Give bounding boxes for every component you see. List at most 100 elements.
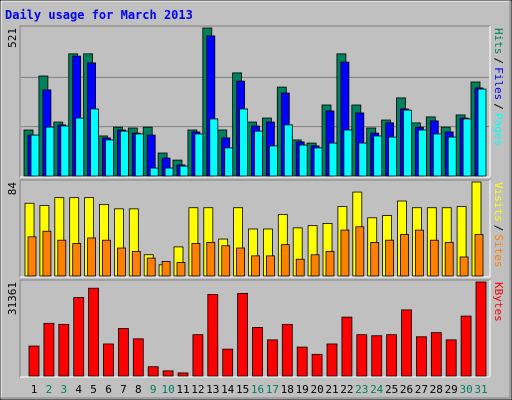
bar	[403, 109, 412, 177]
bar	[283, 124, 293, 177]
x-tick-label: 16	[251, 383, 264, 396]
y-tick-label: 31361	[6, 282, 19, 315]
x-tick-label: 7	[120, 383, 127, 396]
bar	[120, 130, 129, 177]
bar	[400, 234, 409, 277]
x-tick-label: 5	[90, 383, 97, 396]
bar	[313, 147, 323, 177]
bar	[224, 147, 234, 177]
x-tick-label: 31	[474, 383, 487, 396]
x-tick-label: 10	[161, 383, 174, 396]
bar	[132, 338, 144, 377]
x-tick-label: 22	[340, 383, 353, 396]
legend-separator: /	[492, 103, 505, 110]
bar	[371, 335, 383, 377]
bar	[254, 130, 263, 177]
y-tick-label: 521	[6, 28, 19, 48]
x-tick-label: 4	[75, 383, 82, 396]
legend: KBytes	[492, 282, 505, 322]
bar	[430, 332, 442, 377]
bar	[310, 254, 320, 277]
x-tick-label: 25	[385, 383, 398, 396]
bar	[28, 345, 40, 377]
bar	[209, 118, 219, 177]
x-tick-label: 29	[445, 383, 458, 396]
chart-title: Daily usage for March 2013	[5, 8, 193, 22]
legend-entry: Files	[492, 67, 505, 100]
bar	[146, 257, 156, 277]
bar	[43, 322, 55, 377]
bar	[462, 118, 472, 177]
bar	[147, 366, 159, 377]
bar	[445, 339, 457, 377]
x-tick-label: 1	[31, 383, 38, 396]
bar	[432, 133, 442, 177]
bar	[58, 323, 70, 377]
bar	[429, 239, 439, 277]
bar	[87, 237, 96, 277]
bar	[370, 242, 380, 277]
bar	[134, 133, 144, 177]
bar	[251, 255, 260, 277]
x-tick-label: 8	[135, 383, 142, 396]
bar	[191, 243, 201, 277]
bar	[280, 244, 290, 277]
bar	[459, 256, 469, 277]
bar	[373, 135, 383, 177]
x-tick-label: 12	[191, 383, 204, 396]
bar	[161, 261, 171, 277]
bar	[356, 334, 368, 377]
x-tick-label: 18	[281, 383, 294, 396]
bar	[386, 334, 398, 377]
bar	[415, 336, 427, 377]
bar	[328, 142, 338, 177]
legend-entry: KBytes	[492, 282, 505, 322]
bar	[103, 343, 114, 377]
bar	[177, 372, 189, 377]
bar	[118, 328, 129, 377]
bar	[311, 353, 323, 377]
bar	[358, 142, 368, 177]
bar	[385, 239, 395, 277]
bar	[417, 129, 427, 177]
bar	[221, 245, 231, 277]
bar	[164, 167, 174, 177]
bar	[176, 262, 186, 277]
bar	[281, 323, 293, 377]
bar	[206, 242, 216, 277]
x-tick-label: 11	[176, 383, 189, 396]
x-tick-label: 19	[296, 383, 309, 396]
bar	[326, 343, 338, 377]
x-tick-label: 15	[236, 383, 249, 396]
bar	[252, 327, 263, 377]
bar	[474, 234, 484, 277]
x-tick-label: 26	[400, 383, 413, 396]
bar	[295, 258, 305, 277]
x-tick-label: 23	[355, 383, 368, 396]
bar	[105, 139, 114, 177]
legend-separator: /	[492, 225, 505, 232]
legend-entry: Pages	[492, 113, 505, 146]
bar	[239, 108, 249, 177]
bar	[75, 117, 85, 177]
bar	[266, 339, 278, 377]
bar	[27, 236, 37, 277]
bar	[236, 247, 246, 277]
bar	[447, 136, 457, 177]
bar	[296, 346, 308, 377]
bar	[222, 348, 234, 377]
bar	[475, 281, 487, 377]
x-tick-label: 21	[325, 383, 338, 396]
bar	[45, 126, 55, 177]
bar	[102, 239, 111, 277]
bar	[477, 88, 487, 177]
bar	[237, 292, 249, 377]
x-tick-label: 13	[206, 383, 219, 396]
bar	[60, 125, 70, 177]
bar	[355, 226, 365, 277]
x-tick-label: 28	[430, 383, 443, 396]
bar	[343, 129, 353, 177]
legend-separator: /	[492, 58, 505, 65]
bar	[72, 243, 82, 277]
